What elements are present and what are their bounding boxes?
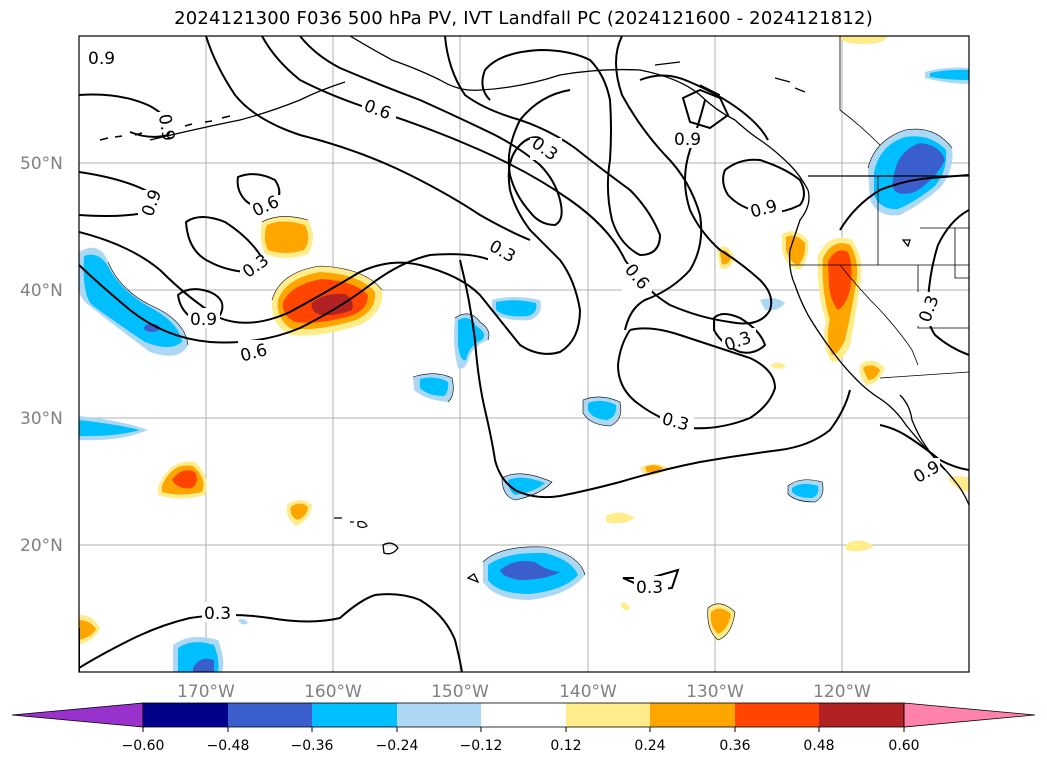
- state-border: [839, 264, 919, 366]
- state-border: [917, 265, 969, 329]
- positive-anomaly-area: [264, 221, 309, 253]
- hawaii-island: [466, 573, 480, 584]
- lon-tick-label: 140°W: [559, 682, 617, 702]
- colorbar-swatch: [312, 703, 397, 727]
- negative-anomaly-area: [420, 377, 449, 396]
- lat-axis: 50°N 40°N 30°N 20°N: [20, 154, 63, 556]
- canada-province-border: [839, 36, 881, 146]
- colorbar-swatch: [735, 703, 819, 727]
- hawaii-island: [382, 542, 399, 555]
- positive-anomaly-area: [290, 503, 308, 520]
- colorbar-tick-label: 0.60: [888, 738, 919, 754]
- pv-contour: [79, 136, 582, 355]
- positive-anomaly-area: [770, 362, 786, 369]
- negative-anomaly-area: [588, 400, 617, 420]
- pv-contour: [459, 259, 851, 499]
- colorbar-swatch: [143, 703, 228, 727]
- lon-tick-label: 170°W: [177, 682, 235, 702]
- negative-anomaly-core: [193, 658, 214, 672]
- negative-anomaly-core: [500, 561, 560, 580]
- positive-anomaly-area: [710, 608, 731, 634]
- lake: [901, 239, 911, 248]
- negative-anomaly-area: [458, 318, 484, 361]
- colorbar-tick-label: 0.36: [719, 738, 750, 754]
- map-title: 2024121300 F036 500 hPa PV, IVT Landfall…: [174, 8, 873, 29]
- positive-anomaly-area: [620, 602, 630, 611]
- positive-anomaly-area: [863, 365, 880, 380]
- negative-anomaly-area: [930, 69, 969, 80]
- colorbar: −0.60 −0.48 −0.36 −0.24 −0.12 0.12 0.24 …: [11, 702, 1036, 754]
- colorbar-under-triangle: [11, 702, 144, 728]
- colorbar-swatch: [566, 703, 650, 727]
- colorbar-swatch: [481, 703, 566, 727]
- negative-anomaly-area: [792, 483, 819, 498]
- hawaii-island: [357, 520, 368, 529]
- pv-contour: [879, 424, 969, 471]
- contour-label: 0.9: [154, 113, 178, 143]
- mexico-border: [879, 371, 969, 379]
- lat-tick-label: 20°N: [20, 536, 63, 556]
- colorbar-tick-label: 0.48: [803, 738, 834, 754]
- shading-outlines: [107, 128, 953, 641]
- pv-contour: [639, 74, 769, 141]
- pv-contour: [616, 327, 777, 430]
- lon-tick-label: 130°W: [686, 682, 744, 702]
- contour-label: 0.3: [204, 604, 231, 624]
- negative-anomaly-area: [760, 298, 785, 311]
- colorbar-tick-label: −0.60: [122, 738, 165, 754]
- pv-contour: [722, 158, 805, 214]
- positive-anomaly-area: [79, 620, 96, 640]
- colorbar-tick-label: 0.12: [550, 738, 581, 754]
- positive-anomaly-core: [172, 470, 197, 489]
- colorbar-swatch: [650, 703, 735, 727]
- pv-contour: [681, 88, 730, 130]
- pv-contour: [444, 36, 662, 257]
- colorbar-tick-label: −0.48: [207, 738, 250, 754]
- colorbar-frame: [142, 702, 905, 728]
- positive-anomaly-area: [786, 235, 806, 265]
- colorbar-swatch: [819, 703, 904, 727]
- lat-tick-label: 30°N: [20, 409, 63, 429]
- negative-anomaly-area: [496, 300, 537, 317]
- pv-contour: [205, 36, 531, 241]
- contour-label: 0.9: [190, 310, 217, 330]
- map-frame: [78, 35, 970, 673]
- colorbar-swatch: [228, 703, 312, 727]
- contour-label: 0.9: [88, 49, 115, 69]
- alaska-peninsula-coastline: [149, 81, 346, 141]
- pv-contour: [615, 36, 703, 331]
- colorbar-tick-label: −0.12: [460, 738, 503, 754]
- ivt-shading: [79, 36, 969, 672]
- lon-axis: 170°W 160°W 150°W 140°W 130°W 120°W: [177, 682, 871, 702]
- lon-tick-label: 160°W: [304, 682, 362, 702]
- contour-label: 0.3: [636, 578, 663, 598]
- hawaii-island: [334, 517, 354, 523]
- colorbar-swatch: [397, 703, 481, 727]
- pv-contour: [299, 36, 571, 227]
- lon-tick-label: 150°W: [431, 682, 489, 702]
- positive-anomaly-core: [311, 293, 353, 316]
- alaska-coastline: [349, 36, 809, 191]
- positive-anomaly-area: [846, 540, 874, 552]
- negative-anomaly-area: [79, 420, 140, 437]
- colorbar-tick-label: 0.24: [634, 738, 665, 754]
- colorbar-tick-label: −0.36: [291, 738, 334, 754]
- colorbar-over-triangle: [903, 702, 1036, 728]
- positive-anomaly-area: [838, 36, 888, 44]
- negative-anomaly-area: [83, 254, 182, 347]
- pv-contour: [79, 593, 463, 672]
- pv-contour: [839, 174, 969, 231]
- lon-tick-label: 120°W: [813, 682, 871, 702]
- lat-tick-label: 40°N: [20, 281, 63, 301]
- colorbar-tick-label: −0.24: [376, 738, 419, 754]
- negative-anomaly-area: [238, 619, 248, 625]
- state-border: [954, 228, 969, 279]
- contour-label: 0.9: [674, 130, 701, 150]
- positive-anomaly-area: [720, 250, 731, 265]
- positive-anomaly-area: [606, 512, 635, 524]
- islands: [654, 61, 806, 96]
- lat-tick-label: 50°N: [20, 154, 63, 174]
- pv-contour: [79, 253, 491, 344]
